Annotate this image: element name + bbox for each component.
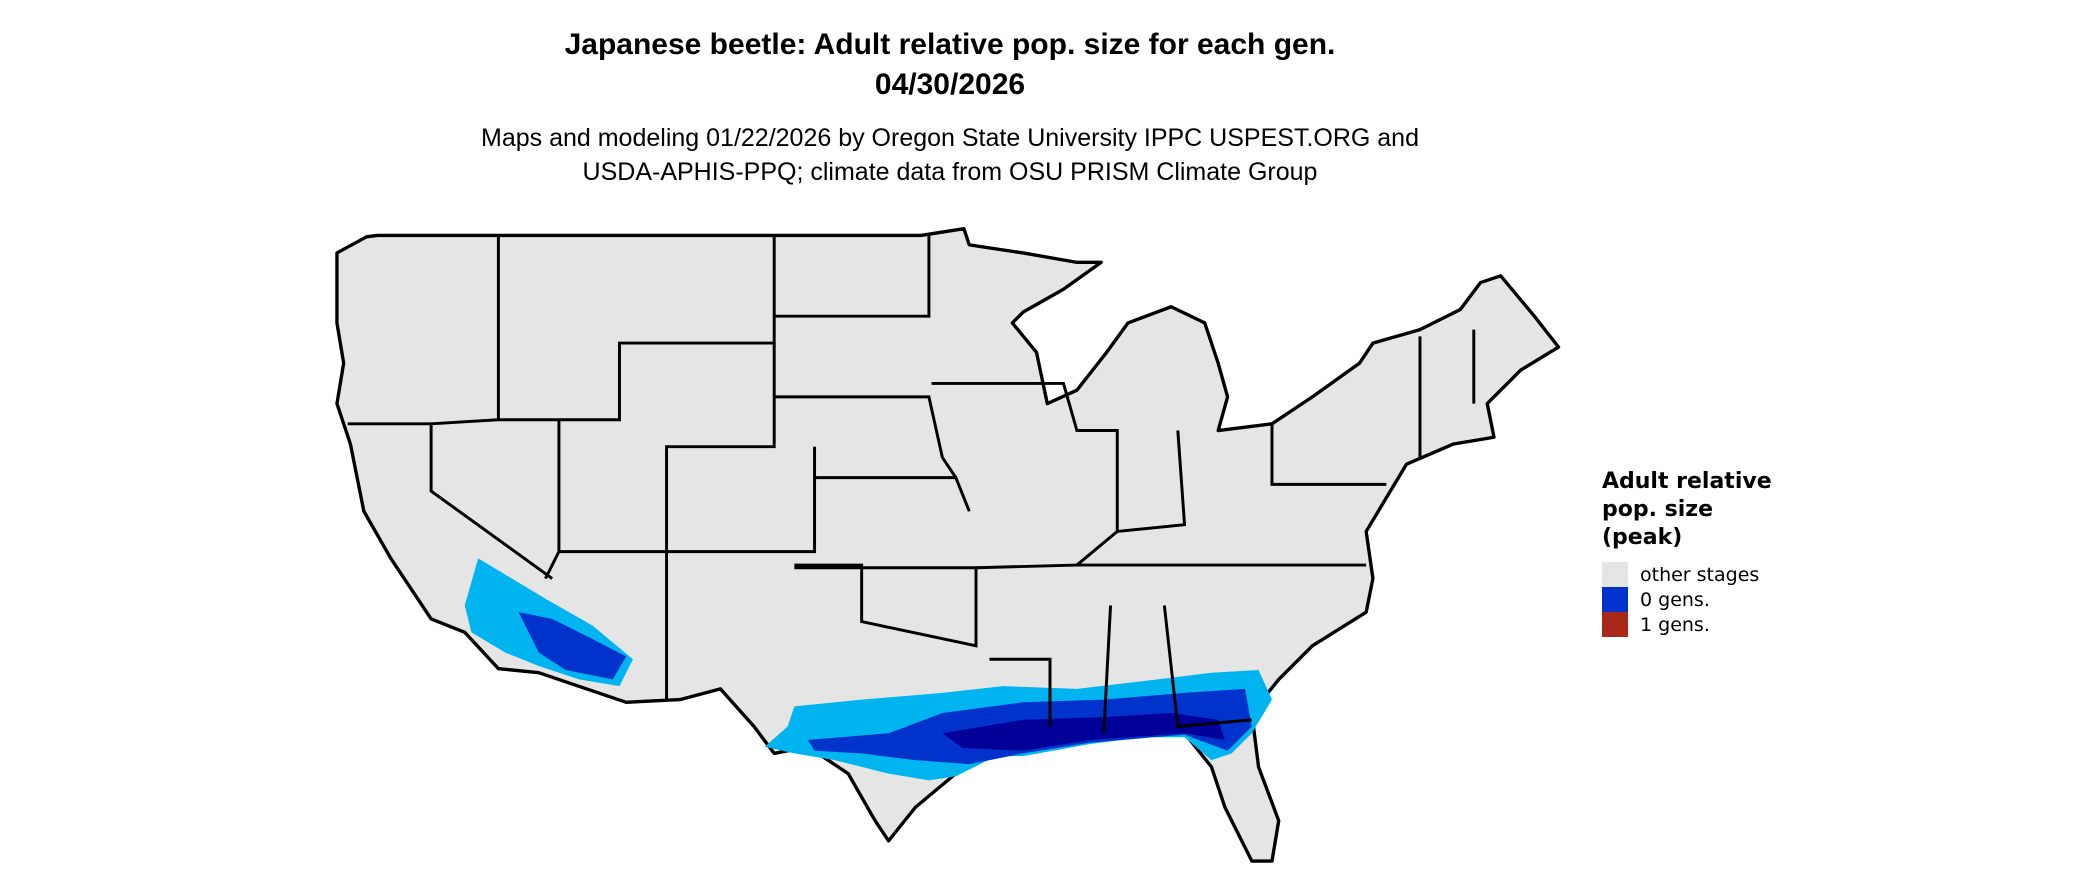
legend-label: other stages	[1640, 563, 1760, 586]
map-subtitle-line2: USDA-APHIS-PPQ; climate data from OSU PR…	[582, 158, 1318, 186]
legend-swatch	[1602, 612, 1628, 637]
legend-label: 1 gens.	[1640, 613, 1710, 636]
legend: Adult relative pop. size (peak) other st…	[1602, 468, 1772, 637]
legend-swatch	[1602, 587, 1628, 612]
legend-item-other-stages: other stages	[1602, 562, 1772, 587]
state-borders	[347, 235, 1476, 734]
legend-title-line3: (peak)	[1602, 525, 1683, 550]
legend-item-0-gens: 0 gens.	[1602, 587, 1772, 612]
legend-label: 0 gens.	[1640, 588, 1710, 611]
gulf-dark-blue-zone	[942, 713, 1225, 751]
arizona-mid-blue-zone	[518, 612, 627, 680]
map-title-line1: Japanese beetle: Adult relative pop. siz…	[564, 28, 1336, 61]
map-subtitle-line1: Maps and modeling 01/22/2026 by Oregon S…	[481, 124, 1419, 152]
legend-title-line1: Adult relative	[1602, 469, 1772, 494]
map-title-date: 04/30/2026	[874, 68, 1026, 101]
legend-item-1-gens: 1 gens.	[1602, 612, 1772, 637]
legend-title-line2: pop. size	[1602, 497, 1713, 522]
legend-swatch	[1602, 562, 1628, 587]
